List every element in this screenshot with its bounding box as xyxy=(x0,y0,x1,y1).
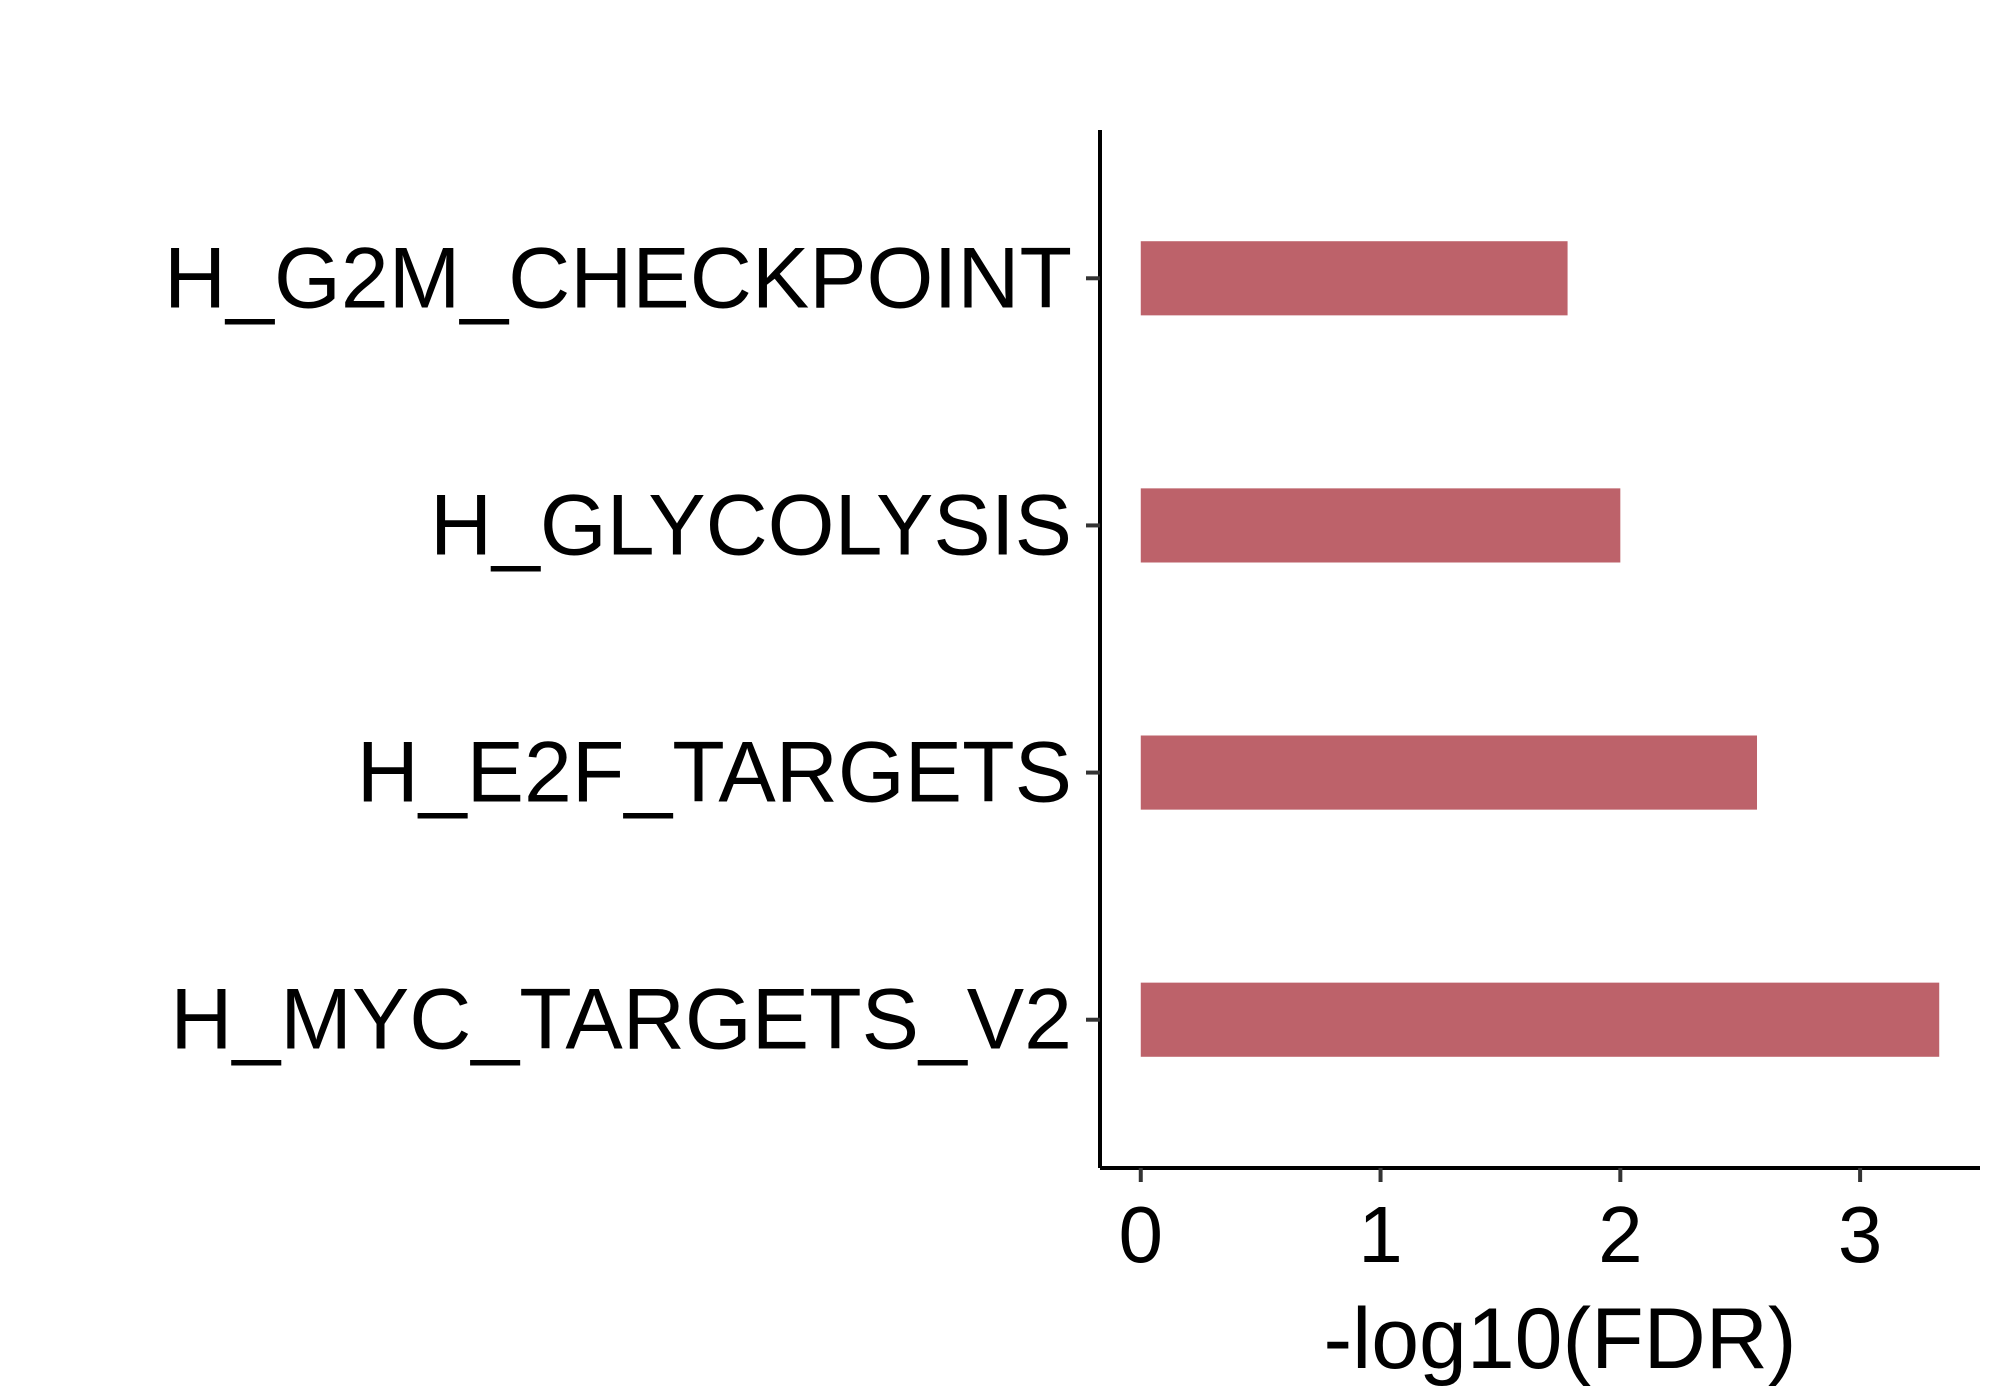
y-tick-label: H_GLYCOLYSIS xyxy=(430,477,1072,573)
x-tick-label: 1 xyxy=(1358,1190,1403,1279)
bar-h-g2m-checkpoint xyxy=(1140,241,1568,316)
x-axis-title: -log10(FDR) xyxy=(1323,1291,1796,1387)
y-tick-label: H_MYC_TARGETS_V2 xyxy=(170,972,1072,1068)
y-axis: H_G2M_CHECKPOINT H_GLYCOLYSIS H_E2F_TARGET… xyxy=(164,130,1102,1168)
y-tick-label: H_E2F_TARGETS xyxy=(357,725,1072,821)
bar-h-glycolysis xyxy=(1140,488,1621,563)
x-tick-label: 2 xyxy=(1598,1190,1643,1279)
x-tick-label: 0 xyxy=(1119,1190,1164,1279)
x-tick-label: 3 xyxy=(1838,1190,1883,1279)
bar-h-myc-targets-v2 xyxy=(1140,982,1940,1057)
y-tick-label: H_G2M_CHECKPOINT xyxy=(164,230,1072,326)
x-axis: 0 1 2 3 xyxy=(1100,1166,1980,1279)
bar-h-e2f-targets xyxy=(1140,735,1758,810)
bars-group xyxy=(1140,241,1940,1057)
